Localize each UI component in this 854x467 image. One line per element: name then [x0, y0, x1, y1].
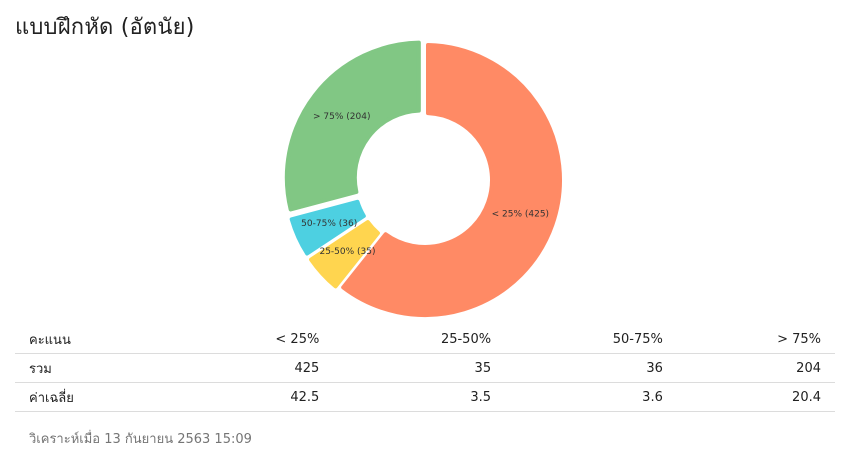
table-header-row: คะแนน < 25% 25-50% 50-75% > 75%: [15, 325, 835, 354]
slice-label: < 25% (425): [492, 209, 549, 219]
table-row: ค่าเฉลี่ย 42.5 3.5 3.6 20.4: [15, 382, 835, 412]
donut-chart: < 25% (425) 25-50% (35) 50-75% (36) > 75% (…: [284, 40, 562, 317]
analysis-timestamp: วิเคราะห์เมื่อ 13 กันยายน 2563 15:09: [29, 432, 252, 447]
donut-slice[interactable]: [284, 40, 421, 212]
row-label: รวม: [15, 353, 176, 383]
donut-slice[interactable]: [289, 199, 366, 256]
table-cell: 20.4: [676, 382, 835, 412]
table-row: รวม 425 35 36 204: [15, 353, 835, 383]
table-header-col: > 75%: [676, 325, 835, 354]
page-title: แบบฝึกหัด (อัตนัย): [15, 15, 195, 40]
table-header-label: คะแนน: [15, 325, 176, 354]
row-label: ค่าเฉลี่ย: [15, 382, 176, 412]
table-cell: 36: [505, 353, 677, 383]
table-cell: 3.5: [333, 382, 506, 412]
table-cell: 425: [175, 353, 334, 383]
slice-label: > 75% (204): [313, 112, 370, 122]
table-header-col: 25-50%: [333, 325, 506, 354]
donut-slice[interactable]: [341, 43, 562, 317]
table-cell: 35: [333, 353, 506, 383]
slice-label: 25-50% (35): [319, 247, 375, 257]
donut-slice[interactable]: [309, 220, 380, 289]
donut-chart-svg: < 25% (425) 25-50% (35) 50-75% (36) > 75% (…: [284, 40, 562, 317]
table-header-col: 50-75%: [505, 325, 677, 354]
slice-label: 50-75% (36): [301, 219, 357, 229]
table-cell: 3.6: [505, 382, 677, 412]
score-table: คะแนน < 25% 25-50% 50-75% > 75% รวม 425 …: [15, 325, 835, 412]
table-header-col: < 25%: [175, 325, 334, 354]
table-cell: 42.5: [175, 382, 334, 412]
table-cell: 204: [676, 353, 835, 383]
